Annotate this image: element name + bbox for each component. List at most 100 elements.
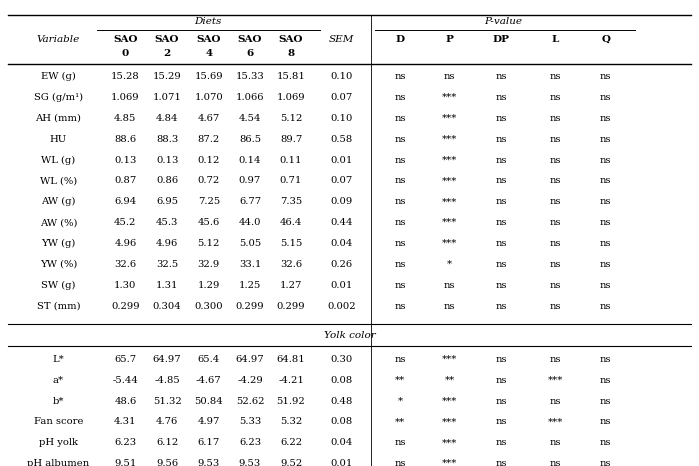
Text: 0.48: 0.48	[331, 397, 353, 405]
Text: -4.85: -4.85	[154, 376, 180, 385]
Text: ns: ns	[600, 260, 612, 269]
Text: 0.07: 0.07	[331, 93, 353, 102]
Text: 1.069: 1.069	[111, 93, 140, 102]
Text: 1.30: 1.30	[114, 281, 136, 290]
Text: 15.28: 15.28	[111, 72, 140, 81]
Text: YW (g): YW (g)	[41, 239, 75, 248]
Text: ***: ***	[442, 355, 457, 364]
Text: 4.85: 4.85	[114, 114, 136, 123]
Text: ***: ***	[442, 439, 457, 447]
Text: HU: HU	[50, 135, 67, 144]
Text: ns: ns	[394, 355, 406, 364]
Text: ns: ns	[394, 459, 406, 466]
Text: ***: ***	[442, 218, 457, 227]
Text: 44.0: 44.0	[238, 218, 261, 227]
Text: P-value: P-value	[484, 17, 522, 26]
Text: ns: ns	[394, 260, 406, 269]
Text: 0.299: 0.299	[111, 302, 140, 310]
Text: WL (%): WL (%)	[40, 177, 77, 185]
Text: 52.62: 52.62	[236, 397, 264, 405]
Text: ns: ns	[444, 281, 456, 290]
Text: ns: ns	[496, 93, 507, 102]
Text: 6: 6	[246, 49, 254, 58]
Text: ***: ***	[442, 397, 457, 405]
Text: 0: 0	[122, 49, 129, 58]
Text: 0.10: 0.10	[331, 72, 353, 81]
Text: **: **	[445, 376, 455, 385]
Text: 6.77: 6.77	[239, 197, 261, 206]
Text: ns: ns	[394, 114, 406, 123]
Text: 0.13: 0.13	[114, 156, 136, 164]
Text: ns: ns	[550, 355, 561, 364]
Text: ***: ***	[442, 459, 457, 466]
Text: 7.35: 7.35	[280, 197, 302, 206]
Text: ***: ***	[548, 418, 563, 426]
Text: 0.299: 0.299	[236, 302, 264, 310]
Text: 0.97: 0.97	[239, 177, 261, 185]
Text: ns: ns	[394, 197, 406, 206]
Text: SAO: SAO	[196, 35, 221, 44]
Text: DP: DP	[493, 35, 510, 44]
Text: 15.81: 15.81	[277, 72, 305, 81]
Text: 4.76: 4.76	[156, 418, 178, 426]
Text: 7.25: 7.25	[198, 197, 220, 206]
Text: 4.67: 4.67	[198, 114, 220, 123]
Text: ***: ***	[548, 376, 563, 385]
Text: 0.58: 0.58	[331, 135, 353, 144]
Text: WL (g): WL (g)	[41, 156, 75, 164]
Text: 0.10: 0.10	[331, 114, 353, 123]
Text: 15.33: 15.33	[236, 72, 264, 81]
Text: 5.12: 5.12	[198, 239, 220, 248]
Text: D: D	[396, 35, 405, 44]
Text: 0.01: 0.01	[331, 281, 353, 290]
Text: 45.6: 45.6	[198, 218, 220, 227]
Text: ns: ns	[550, 93, 561, 102]
Text: ns: ns	[394, 93, 406, 102]
Text: 1.25: 1.25	[239, 281, 261, 290]
Text: 88.3: 88.3	[156, 135, 178, 144]
Text: SAO: SAO	[155, 35, 180, 44]
Text: 0.04: 0.04	[331, 239, 353, 248]
Text: ns: ns	[600, 355, 612, 364]
Text: 1.070: 1.070	[194, 93, 223, 102]
Text: ns: ns	[394, 239, 406, 248]
Text: P: P	[446, 35, 454, 44]
Text: ns: ns	[600, 93, 612, 102]
Text: b*: b*	[52, 397, 64, 405]
Text: Variable: Variable	[37, 35, 80, 44]
Text: 45.3: 45.3	[156, 218, 178, 227]
Text: 6.22: 6.22	[280, 439, 302, 447]
Text: SG (g/m¹): SG (g/m¹)	[34, 93, 83, 102]
Text: 9.53: 9.53	[198, 459, 220, 466]
Text: 0.13: 0.13	[156, 156, 178, 164]
Text: SAO: SAO	[238, 35, 262, 44]
Text: ns: ns	[600, 281, 612, 290]
Text: 0.11: 0.11	[280, 156, 302, 164]
Text: **: **	[395, 376, 405, 385]
Text: pH albumen: pH albumen	[27, 459, 89, 466]
Text: 0.71: 0.71	[280, 177, 302, 185]
Text: 86.5: 86.5	[239, 135, 261, 144]
Text: EW (g): EW (g)	[41, 72, 76, 81]
Text: ns: ns	[550, 281, 561, 290]
Text: 6.23: 6.23	[114, 439, 136, 447]
Text: 32.6: 32.6	[114, 260, 136, 269]
Text: 4.31: 4.31	[114, 418, 136, 426]
Text: ns: ns	[550, 239, 561, 248]
Text: 5.05: 5.05	[239, 239, 261, 248]
Text: ns: ns	[496, 355, 507, 364]
Text: SEM: SEM	[329, 35, 354, 44]
Text: ns: ns	[444, 72, 456, 81]
Text: -4.21: -4.21	[278, 376, 304, 385]
Text: ns: ns	[600, 135, 612, 144]
Text: ns: ns	[496, 281, 507, 290]
Text: 0.08: 0.08	[331, 376, 353, 385]
Text: ns: ns	[550, 114, 561, 123]
Text: **: **	[395, 418, 405, 426]
Text: ***: ***	[442, 156, 457, 164]
Text: 51.92: 51.92	[277, 397, 305, 405]
Text: ns: ns	[496, 302, 507, 310]
Text: 0.300: 0.300	[194, 302, 223, 310]
Text: ns: ns	[550, 260, 561, 269]
Text: 32.9: 32.9	[198, 260, 220, 269]
